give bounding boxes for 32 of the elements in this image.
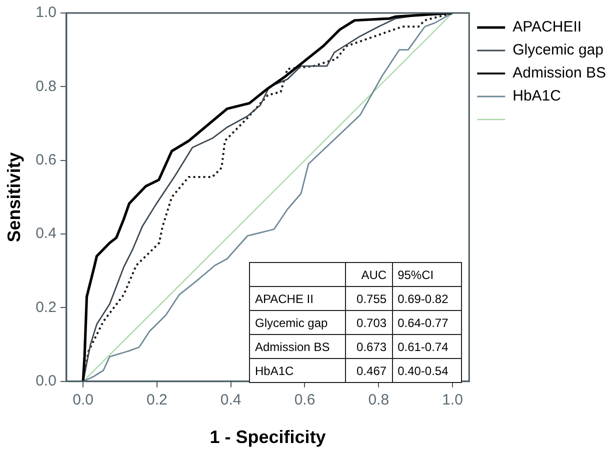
x-tick-label: 0.8 — [368, 392, 390, 409]
annotation: 0.61-0.74 — [392, 334, 462, 358]
annotation: 0.755 — [346, 286, 392, 310]
y-tick-label: 0.4 — [36, 225, 56, 242]
x-tick-label: 0.4 — [220, 392, 242, 409]
annotation: 95%CI — [392, 262, 462, 286]
annotation: AUC — [346, 262, 392, 286]
annotation: 0.467 — [346, 358, 392, 382]
x-tick-label: 0.6 — [294, 392, 316, 409]
x-tick-label: 0.0 — [72, 392, 94, 409]
legend-label: Glycemic gap — [512, 42, 604, 59]
annotation: 0.69-0.82 — [392, 286, 462, 310]
y-tick-label: 0.6 — [36, 152, 56, 168]
y-axis-title: Sensitivity — [4, 152, 24, 242]
annotation: Admission BS — [250, 334, 346, 358]
legend-label: Admission BS — [512, 64, 606, 82]
y-tick-label: 0.8 — [36, 78, 56, 95]
x-tick-label: 0.2 — [146, 392, 168, 409]
annotation: 0.40-0.54 — [392, 358, 462, 382]
y-tick-label: 0.2 — [36, 298, 56, 316]
annotation: 0.673 — [346, 334, 392, 358]
annotation: Glycemic gap — [250, 310, 346, 334]
annotation: 0.703 — [346, 310, 392, 334]
y-tick-label: 1.0 — [36, 4, 56, 22]
legend-label: APACHEII — [512, 18, 582, 36]
legend-label: HbA1C — [512, 88, 562, 105]
annotation: HbA1C — [250, 358, 346, 382]
y-tick-label: 0.0 — [36, 372, 56, 390]
annotation: 0.64-0.77 — [392, 310, 462, 334]
x-tick-label: 1.0 — [442, 392, 463, 409]
annotation: APACHE II — [250, 286, 346, 310]
x-axis-title: 1 - Specificity — [210, 427, 326, 448]
